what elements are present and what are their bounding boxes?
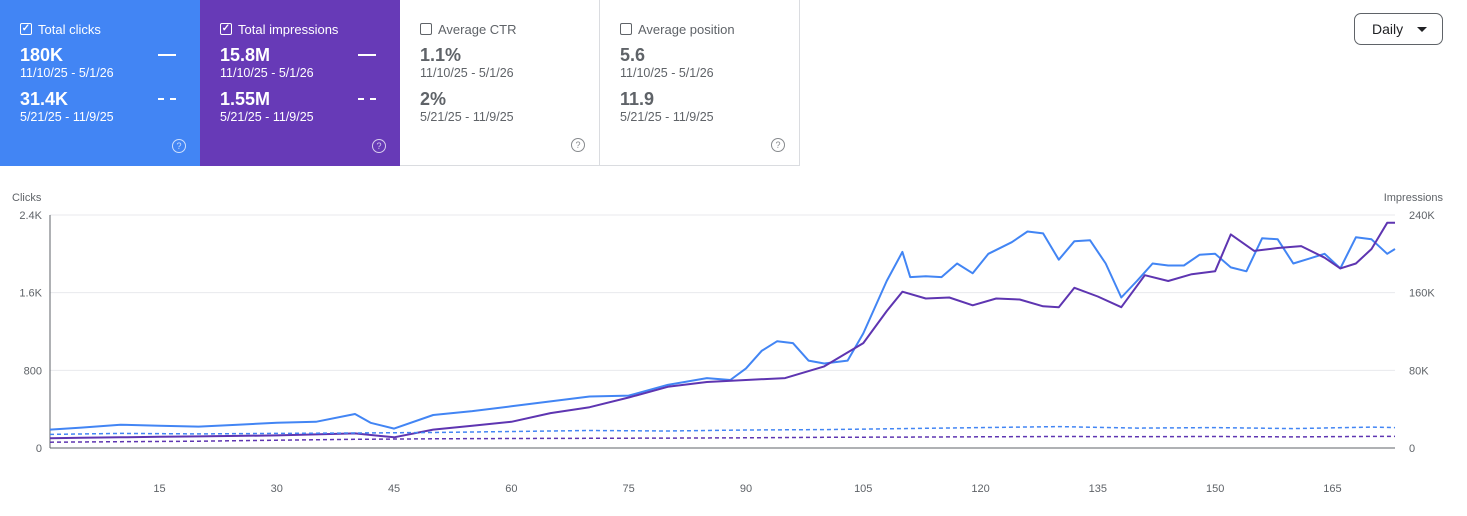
metric-range-current: 11/10/25 - 5/1/26: [620, 66, 714, 80]
card-total-clicks[interactable]: ✓ Total clicks 180K 11/10/25 - 5/1/26 31…: [0, 0, 200, 166]
x-tick-label: 45: [388, 483, 400, 495]
metric-range-previous: 5/21/25 - 11/9/25: [20, 110, 114, 124]
card-label: Total clicks: [38, 21, 101, 37]
x-tick-label: 75: [623, 483, 635, 495]
y-left-tick-label: 0: [36, 443, 42, 455]
metric-value-previous: 31.4K: [20, 89, 69, 109]
series-line-impressions-previous: [49, 435, 1395, 443]
y-left-tick-label: 2.4K: [19, 210, 42, 222]
y-left-tick-label: 800: [24, 365, 42, 377]
chart-axes: 0 0 800 80K 1.6K 160K 2.4K 240K Clicks Impression…: [12, 192, 1444, 495]
checkbox-icon[interactable]: [620, 23, 632, 35]
y-left-tick-label: 1.6K: [19, 288, 42, 300]
x-tick-label: 120: [971, 483, 989, 495]
metric-range-current: 11/10/25 - 5/1/26: [220, 66, 314, 80]
chart-lines: [49, 221, 1396, 443]
series-line-impressions-current: [49, 221, 1395, 440]
x-tick-label: 30: [271, 483, 283, 495]
caret-down-icon: [1417, 27, 1427, 32]
y-right-tick-label: 0: [1409, 443, 1415, 455]
x-tick-label: 165: [1323, 483, 1341, 495]
card-total-impressions[interactable]: ✓ Total impressions 15.8M 11/10/25 - 5/1…: [200, 0, 400, 166]
chart-grid: [49, 214, 1395, 449]
card-label: Average position: [638, 21, 735, 37]
metric-value-current: 5.6: [620, 45, 646, 65]
help-icon[interactable]: ?: [172, 139, 186, 153]
dashed-line-legend-icon: [158, 98, 176, 100]
card-average-position[interactable]: Average position 5.6 11/10/25 - 5/1/26 1…: [600, 0, 800, 166]
granularity-dropdown[interactable]: Daily: [1354, 13, 1443, 45]
card-label: Total impressions: [238, 21, 339, 37]
performance-chart: 0 0 800 80K 1.6K 160K 2.4K 240K Clicks Impression…: [12, 192, 1444, 495]
x-tick-label: 135: [1089, 483, 1107, 495]
help-icon[interactable]: ?: [372, 139, 386, 153]
metric-value-previous: 11.9: [620, 89, 655, 109]
y-right-tick-label: 160K: [1409, 288, 1435, 300]
help-icon[interactable]: ?: [571, 138, 585, 152]
solid-line-legend-icon: [158, 54, 176, 56]
checkbox-icon[interactable]: [420, 23, 432, 35]
metric-range-current: 11/10/25 - 5/1/26: [420, 66, 514, 80]
card-average-ctr[interactable]: Average CTR 1.1% 11/10/25 - 5/1/26 2% 5/…: [400, 0, 600, 166]
x-tick-label: 90: [740, 483, 752, 495]
x-tick-label: 150: [1206, 483, 1224, 495]
y-right-tick-label: 80K: [1409, 365, 1429, 377]
y-right-axis-label: Impressions: [1384, 192, 1444, 204]
card-label: Average CTR: [438, 21, 517, 37]
y-left-axis-label: Clicks: [12, 192, 42, 204]
metric-value-previous: 2%: [420, 89, 447, 109]
metric-value-current: 180K: [20, 45, 64, 65]
metric-range-previous: 5/21/25 - 11/9/25: [220, 110, 314, 124]
checkbox-icon[interactable]: ✓: [20, 23, 32, 35]
x-tick-label: 105: [854, 483, 872, 495]
y-right-tick-label: 240K: [1409, 210, 1435, 222]
solid-line-legend-icon: [358, 54, 376, 56]
x-tick-label: 15: [153, 483, 165, 495]
metric-cards: ✓ Total clicks 180K 11/10/25 - 5/1/26 31…: [0, 0, 800, 166]
metric-range-previous: 5/21/25 - 11/9/25: [420, 110, 514, 124]
metric-range-current: 11/10/25 - 5/1/26: [20, 66, 114, 80]
series-line-clicks-current: [49, 230, 1396, 431]
dashed-line-legend-icon: [358, 98, 376, 100]
help-icon[interactable]: ?: [771, 138, 785, 152]
checkbox-icon[interactable]: ✓: [220, 23, 232, 35]
metric-value-previous: 1.55M: [220, 89, 271, 109]
metric-value-current: 15.8M: [220, 45, 271, 65]
metric-value-current: 1.1%: [420, 45, 462, 65]
metric-range-previous: 5/21/25 - 11/9/25: [620, 110, 714, 124]
x-tick-label: 60: [505, 483, 517, 495]
series-line-clicks-previous: [49, 425, 1396, 436]
granularity-label: Daily: [1372, 21, 1404, 37]
